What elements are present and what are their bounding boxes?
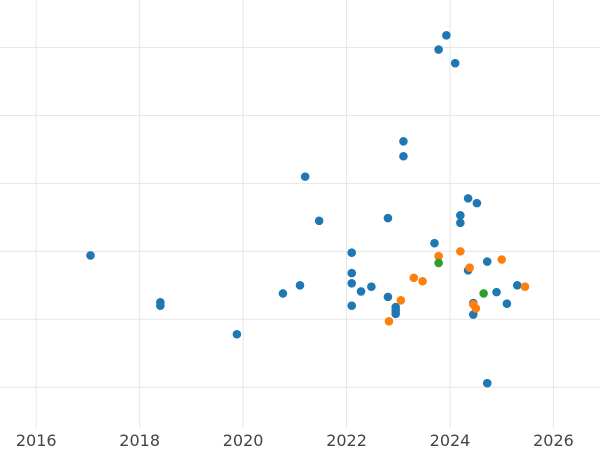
data-point-series-1 xyxy=(482,257,492,266)
data-point-series-1 xyxy=(295,281,305,290)
data-point-series-1 xyxy=(456,211,465,220)
data-point-series-1 xyxy=(502,299,512,308)
data-point-series-1 xyxy=(430,238,439,248)
data-point-series-1 xyxy=(347,278,357,288)
data-point-series-1 xyxy=(156,301,165,311)
data-point-series-1 xyxy=(512,281,522,290)
data-point-series-1 xyxy=(347,301,357,311)
grid xyxy=(0,0,600,428)
data-point-series-1 xyxy=(399,151,408,161)
x-tick-label: 2022 xyxy=(326,431,367,450)
data-point-series-1 xyxy=(300,172,310,181)
data-point-series-1 xyxy=(463,194,473,203)
data-point-series-1 xyxy=(367,282,376,291)
data-point-series-1 xyxy=(383,292,393,302)
data-point-series-1 xyxy=(456,218,465,228)
data-point-series-2 xyxy=(471,304,481,313)
x-tick-label: 2026 xyxy=(533,431,574,450)
data-point-series-1 xyxy=(434,45,443,54)
x-tick-label: 2024 xyxy=(430,431,471,450)
data-point-series-1 xyxy=(472,198,482,208)
data-point-series-1 xyxy=(482,378,492,388)
data-point-series-2 xyxy=(434,251,443,261)
data-point-series-1 xyxy=(232,329,242,339)
data-point-series-1 xyxy=(314,216,324,226)
data-point-series-2 xyxy=(465,263,474,272)
data-point-series-1 xyxy=(278,289,288,298)
data-point-series-2 xyxy=(456,247,465,256)
data-point-series-2 xyxy=(497,255,507,264)
x-tick-label: 2020 xyxy=(223,431,264,450)
data-point-series-1 xyxy=(399,137,408,146)
data-point-series-2 xyxy=(396,295,406,305)
data-point-series-1 xyxy=(492,287,501,297)
data-point-series-1 xyxy=(391,309,400,319)
data-point-series-2 xyxy=(409,273,419,283)
data-point-series-1 xyxy=(450,58,460,68)
data-point-series-2 xyxy=(384,317,394,326)
data-point-series-3 xyxy=(434,258,443,268)
data-point-series-2 xyxy=(520,282,530,291)
x-axis-ticks: 2016 2018 2020 2022 2024 2026 xyxy=(16,431,574,450)
data-point-series-1 xyxy=(383,213,393,223)
data-point-series-1 xyxy=(86,251,95,260)
data-point-series-1 xyxy=(347,248,357,258)
data-points xyxy=(86,31,530,388)
data-point-series-1 xyxy=(356,287,366,296)
data-point-series-3 xyxy=(479,289,488,298)
data-point-series-2 xyxy=(418,276,427,286)
x-tick-label: 2018 xyxy=(119,431,160,450)
x-tick-label: 2016 xyxy=(16,431,57,450)
data-point-series-1 xyxy=(442,31,451,40)
data-point-series-1 xyxy=(347,268,357,278)
